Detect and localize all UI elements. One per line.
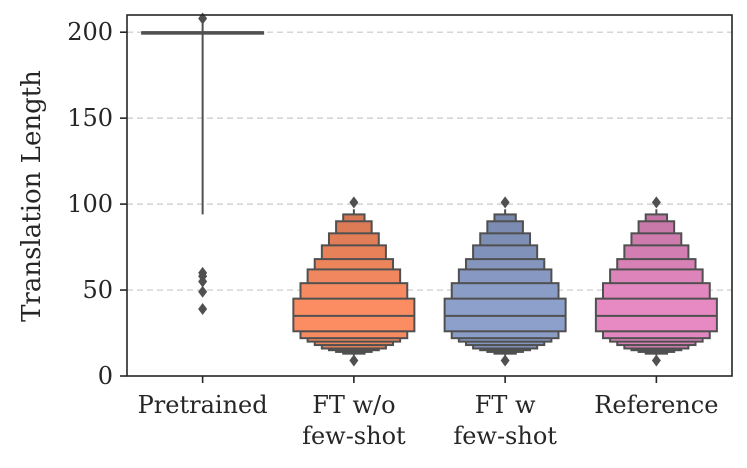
x-tick-label-line: FT w: [475, 391, 536, 419]
plot-frame: [126, 14, 733, 377]
outlier-0: [651, 354, 661, 367]
x-tick-label-line: few-shot: [302, 422, 406, 450]
boxen-ft-w-few-shot: [443, 196, 567, 367]
boxen-ft-w-o-few-shot: [292, 196, 416, 367]
outlier-0: [198, 302, 208, 315]
x-tick-label-line: FT w/o: [312, 391, 395, 419]
x-tick-label-line: Reference: [594, 391, 718, 419]
outlier-1: [198, 285, 208, 298]
boxen-plot-area: [141, 12, 718, 367]
x-tick-label-2: FT w few-shot: [453, 391, 557, 450]
y-tick-label-150: 150: [67, 104, 113, 132]
y-axis-label: Translation Length: [17, 70, 47, 322]
outlier-0: [349, 354, 359, 367]
x-tick-label-3: Reference: [594, 391, 718, 419]
x-tick-label-1: FT w/o few-shot: [302, 391, 406, 450]
outlier-0: [500, 354, 510, 367]
outlier-1: [651, 196, 661, 209]
x-tick-label-0: Pretrained: [138, 391, 268, 419]
boxen-pretrained: [141, 12, 265, 315]
x-tick-label-line: few-shot: [453, 422, 557, 450]
y-tick-label-200: 200: [67, 18, 113, 46]
outlier-1: [500, 196, 510, 209]
outlier-4: [198, 266, 208, 279]
y-tick-label-50: 50: [82, 276, 113, 304]
y-tick-label-0: 0: [98, 362, 113, 390]
x-tick-label-line: Pretrained: [138, 391, 268, 419]
outlier-1: [349, 196, 359, 209]
boxen-reference: [594, 196, 718, 367]
y-tick-label-100: 100: [67, 190, 113, 218]
